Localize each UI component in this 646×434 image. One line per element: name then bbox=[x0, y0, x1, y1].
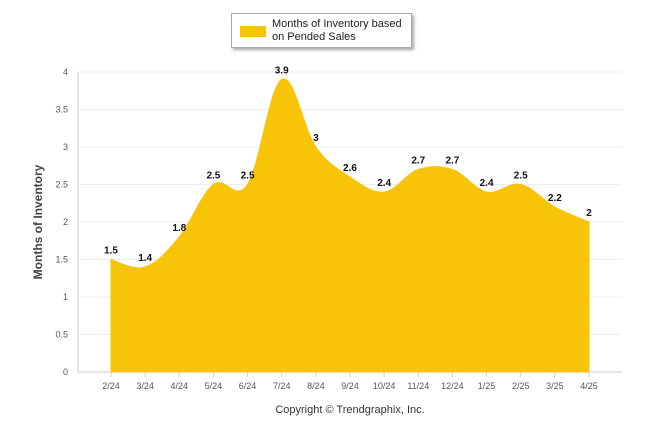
data-label: 2.7 bbox=[445, 156, 459, 167]
x-tick-label: 3/24 bbox=[136, 381, 154, 391]
y-tick-label: 2.5 bbox=[55, 180, 68, 190]
x-axis-ticks: 2/24 3/24 4/24 5/24 6/24 7/24 8/24 9/24 10/24 11/… bbox=[102, 372, 598, 391]
x-tick-label: 3/25 bbox=[546, 381, 564, 391]
y-tick-label: 0.5 bbox=[55, 330, 68, 340]
data-label: 2.7 bbox=[411, 156, 425, 167]
data-label: 3.9 bbox=[275, 66, 289, 77]
data-label: 2 bbox=[586, 208, 592, 219]
x-tick-label: 7/24 bbox=[273, 381, 291, 391]
data-label: 2.4 bbox=[377, 178, 391, 189]
y-tick-label: 3.5 bbox=[55, 105, 68, 115]
x-tick-label: 10/24 bbox=[373, 381, 396, 391]
x-tick-label: 2/25 bbox=[512, 381, 530, 391]
y-tick-label: 4 bbox=[63, 67, 68, 77]
x-tick-label: 9/24 bbox=[341, 381, 359, 391]
x-tick-label: 6/24 bbox=[239, 381, 257, 391]
copyright-footer: Copyright © Trendgraphix, Inc. bbox=[275, 404, 424, 416]
x-tick-label: 12/24 bbox=[441, 381, 464, 391]
data-label: 2.4 bbox=[480, 178, 494, 189]
x-tick-label: 4/24 bbox=[171, 381, 189, 391]
x-tick-label: 5/24 bbox=[205, 381, 223, 391]
y-axis-ticks: 0 0.5 1 1.5 2 2.5 3 3.5 4 bbox=[55, 67, 68, 377]
legend-swatch bbox=[240, 26, 266, 37]
data-label: 1.8 bbox=[172, 223, 186, 234]
data-label: 1.4 bbox=[138, 253, 152, 264]
data-label: 2.5 bbox=[241, 171, 255, 182]
x-tick-label: 2/24 bbox=[102, 381, 120, 391]
y-tick-label: 3 bbox=[63, 142, 68, 152]
y-tick-label: 2 bbox=[63, 217, 68, 227]
data-label: 3 bbox=[313, 133, 319, 144]
x-tick-label: 11/24 bbox=[407, 381, 429, 391]
data-labels: 1.5 1.4 1.8 2.5 2.5 3.9 3 2.6 2.4 2.7 2.7 2.4 2.5 2.2… bbox=[104, 66, 592, 265]
x-tick-label: 1/25 bbox=[478, 381, 496, 391]
data-label: 2.2 bbox=[548, 193, 562, 204]
x-tick-label: 4/25 bbox=[580, 381, 598, 391]
data-label: 2.5 bbox=[514, 171, 528, 182]
area-series bbox=[110, 78, 590, 373]
y-tick-label: 0 bbox=[63, 367, 68, 377]
y-tick-label: 1.5 bbox=[55, 255, 68, 265]
legend[interactable]: Months of Inventory based on Pended Sale… bbox=[231, 13, 412, 48]
y-tick-label: 1 bbox=[63, 292, 68, 302]
data-label: 1.5 bbox=[104, 246, 118, 257]
data-label: 2.6 bbox=[343, 163, 357, 174]
y-axis-title: Months of Inventory bbox=[31, 164, 45, 279]
data-label: 2.5 bbox=[206, 171, 220, 182]
legend-label: Months of Inventory based on Pended Sale… bbox=[272, 18, 402, 43]
x-tick-label: 8/24 bbox=[307, 381, 325, 391]
